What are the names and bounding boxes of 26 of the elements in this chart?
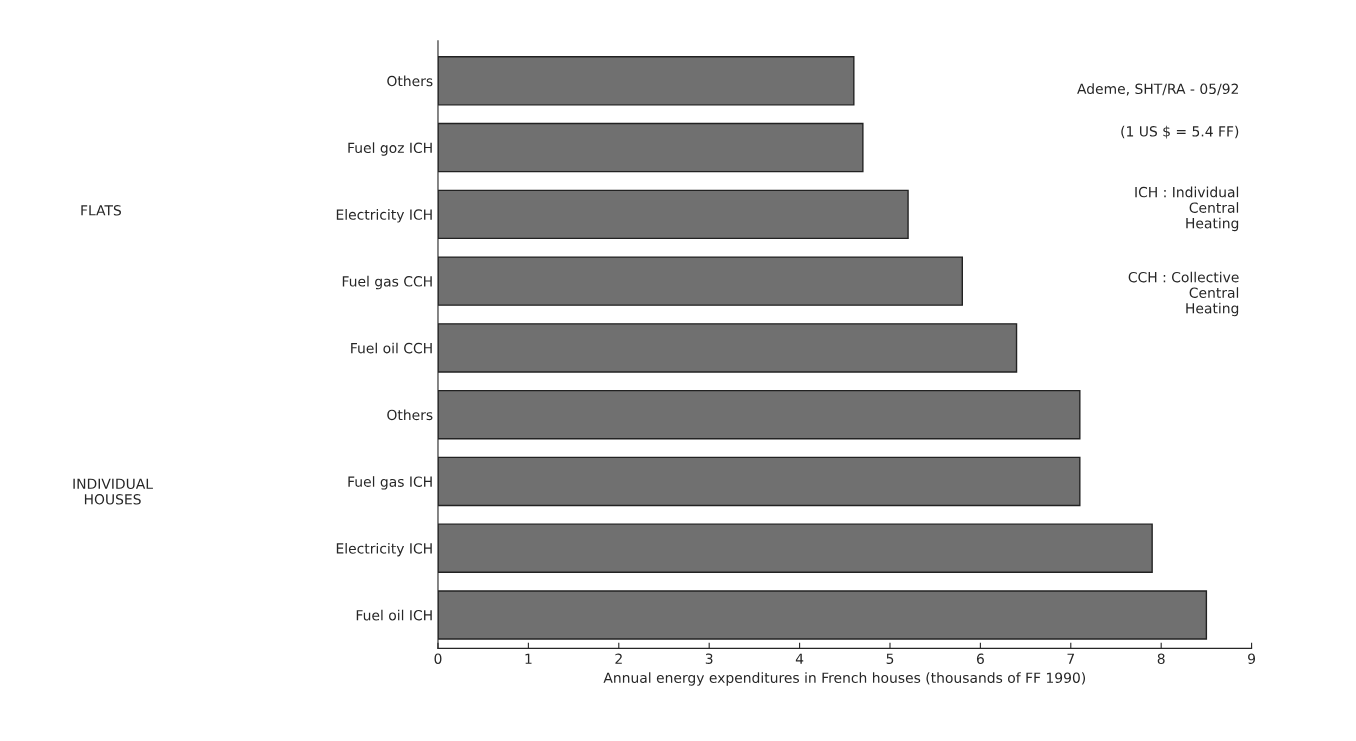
x-tick-label: 9 [1248,653,1256,664]
y-tick-label: Others [387,409,433,421]
x-tick-label: 8 [1157,653,1165,664]
x-tick-label: 1 [525,653,532,664]
x-tick-label: 5 [886,653,894,664]
y-tick-label: Electricity ICH [336,209,432,223]
y-tick-label: Electricity ICH [336,542,432,557]
x-tick-label: 7 [1067,653,1075,664]
x-tick-label: 2 [615,653,622,664]
x-axis-title: Annual energy expenditures in French houses (thousands of FF 1990) [603,672,1086,686]
x-tick-label: 4 [795,653,804,664]
y-tick-label: Fuel gas CCH [342,275,432,290]
y-tick-label: Fuel oil ICH [356,609,432,621]
y-tick-label: Fuel goz ICH [348,142,432,156]
x-tick-label: 6 [976,653,984,664]
annotation: ICH : Individual Central Heating [1135,186,1239,232]
annotation: CCH : Collective Central Heating [1128,271,1239,317]
y-tick-label: Others [387,75,433,87]
y-tick-label: Fuel oil CCH [351,342,432,354]
y-tick-label: Fuel gas ICH [348,476,432,490]
x-tick-label: 0 [434,653,442,664]
annotation: Ademe, SHT/RA - 05/92 [1077,83,1238,96]
x-tick-label: 3 [705,653,713,664]
text: INDIVIDUAL HOUSES [73,478,153,505]
text: FLATS [81,205,121,216]
annotation: (1 US $ = 5.4 FF) [1121,125,1239,139]
